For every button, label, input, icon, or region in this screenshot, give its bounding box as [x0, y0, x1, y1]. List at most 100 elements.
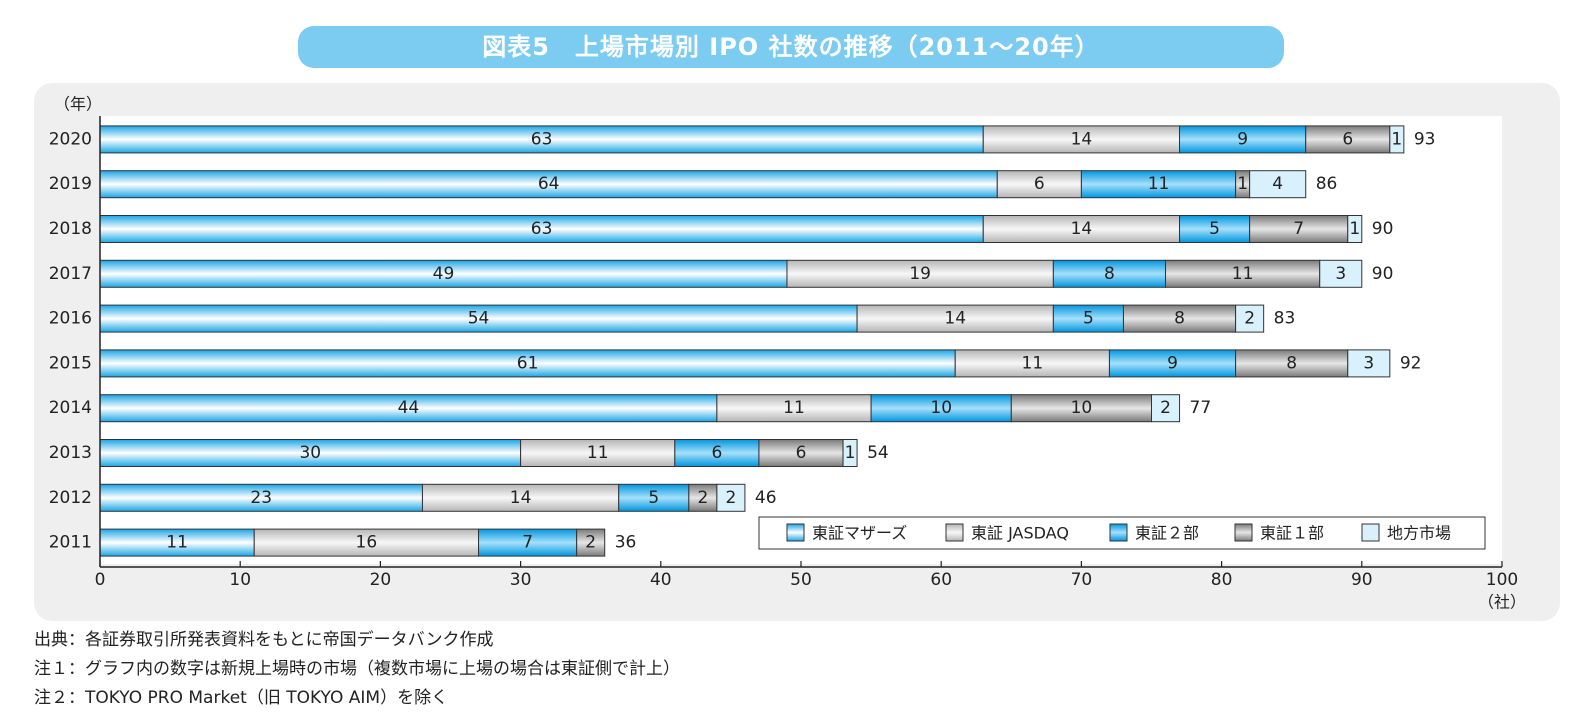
total-label: 86 [1316, 174, 1338, 194]
total-label: 93 [1414, 129, 1436, 149]
segment-value-label: 5 [1083, 309, 1094, 329]
segment-value-label: 14 [944, 309, 966, 329]
segment-value-label: 6 [711, 443, 722, 463]
segment-value-label: 11 [1148, 174, 1170, 194]
total-label: 83 [1274, 309, 1296, 329]
total-label: 36 [615, 533, 637, 553]
total-label: 54 [867, 443, 889, 463]
x-tick-label: 100 [1486, 570, 1518, 590]
bar-segment [1179, 125, 1307, 154]
segment-value-label: 44 [398, 398, 420, 418]
x-tick-label: 20 [370, 570, 392, 590]
bar-segment [1249, 215, 1349, 243]
bar-segment [674, 439, 760, 467]
bar-segment [954, 349, 1110, 378]
bar-segment [1108, 349, 1237, 378]
segment-value-label: 6 [796, 443, 807, 463]
chart-title: 図表5 上場市場別 IPO 社数の推移（2011～20年） [298, 26, 1284, 68]
x-tick-label: 60 [930, 570, 952, 590]
bar-segment [716, 394, 872, 423]
bar-segment [253, 528, 480, 557]
year-label-2013: 2013 [49, 443, 92, 463]
segment-value-label: 23 [250, 488, 272, 508]
segment-value-label: 14 [1071, 219, 1093, 239]
bar-segment [716, 483, 746, 512]
segment-value-label: 10 [930, 398, 952, 418]
segment-value-label: 11 [1232, 264, 1254, 284]
segment-value-label: 14 [510, 488, 532, 508]
x-tick-label: 30 [510, 570, 532, 590]
legend-swatch [1234, 523, 1253, 542]
bar-segment [1052, 304, 1124, 333]
segment-value-label: 63 [531, 219, 553, 239]
legend-label: 地方市場 [1387, 524, 1451, 543]
bar-segment [982, 215, 1181, 243]
segment-value-label: 1 [845, 443, 856, 463]
bar-segment [758, 439, 844, 467]
segment-value-label: 30 [299, 443, 321, 463]
bar-segment [1052, 259, 1167, 288]
footnotes: 出典：各証券取引所発表資料をもとに帝国データバンク作成 注１：グラフ内の数字は新… [34, 626, 680, 713]
total-label: 90 [1372, 264, 1394, 284]
segment-value-label: 2 [585, 533, 596, 553]
year-label-2020: 2020 [49, 129, 92, 149]
legend-label: 東証 JASDAQ [971, 524, 1069, 543]
x-tick-label: 80 [1211, 570, 1233, 590]
segment-value-label: 11 [166, 533, 188, 553]
x-axis-unit-label: （社） [1478, 593, 1526, 612]
segment-value-label: 5 [648, 488, 659, 508]
segment-value-label: 64 [538, 174, 560, 194]
source-note: 出典：各証券取引所発表資料をもとに帝国データバンク作成 [34, 630, 494, 650]
year-label-2015: 2015 [49, 353, 92, 373]
legend-swatch [1361, 523, 1380, 542]
bar-segment [99, 483, 423, 512]
year-label-2019: 2019 [49, 174, 92, 194]
segment-value-label: 7 [1293, 219, 1304, 239]
bar-segment [842, 439, 858, 467]
total-label: 90 [1372, 219, 1394, 239]
x-tick-label: 0 [95, 570, 106, 590]
bar-segment [1235, 349, 1349, 378]
year-label-2011: 2011 [49, 533, 92, 553]
bar-segment [996, 170, 1082, 199]
note-2: 注２：TOKYO PRO Market（旧 TOKYO AIM）を除く [34, 688, 449, 708]
bar-segment [99, 394, 718, 423]
total-label: 46 [755, 488, 777, 508]
year-label-2018: 2018 [49, 219, 92, 239]
segment-value-label: 1 [1237, 174, 1248, 194]
bar-segment [1347, 349, 1391, 378]
y-axis-unit-label: （年） [54, 95, 102, 114]
bar-segment [520, 439, 676, 467]
segment-value-label: 49 [433, 264, 455, 284]
bar-segment [1122, 304, 1237, 333]
bar-segment [421, 483, 620, 512]
segment-value-label: 7 [522, 533, 533, 553]
segment-value-label: 10 [1071, 398, 1093, 418]
segment-value-label: 14 [1071, 129, 1093, 149]
note-1: 注１：グラフ内の数字は新規上場時の市場（複数市場に上場の場合は東証側で計上） [34, 659, 680, 679]
segment-value-label: 3 [1335, 264, 1346, 284]
segment-value-label: 8 [1174, 309, 1185, 329]
segment-value-label: 2 [725, 488, 736, 508]
legend-swatch [945, 523, 964, 542]
segment-value-label: 3 [1363, 353, 1374, 373]
bar-segment [576, 528, 606, 557]
x-tick-label: 50 [790, 570, 812, 590]
bar-segment [1151, 394, 1181, 423]
bar-segment [99, 125, 984, 154]
segment-value-label: 61 [517, 353, 539, 373]
segment-value-label: 4 [1272, 174, 1283, 194]
bar-segment [1305, 125, 1391, 154]
segment-value-label: 6 [1342, 129, 1353, 149]
x-tick-label: 90 [1351, 570, 1373, 590]
year-label-2017: 2017 [49, 264, 92, 284]
segment-value-label: 9 [1167, 353, 1178, 373]
x-tick-label: 10 [229, 570, 251, 590]
segment-value-label: 19 [909, 264, 931, 284]
segment-value-label: 2 [1160, 398, 1171, 418]
bar-segment [1235, 304, 1265, 333]
bar-segment [1165, 259, 1321, 288]
bar-segment [688, 483, 718, 512]
year-label-2012: 2012 [49, 488, 92, 508]
